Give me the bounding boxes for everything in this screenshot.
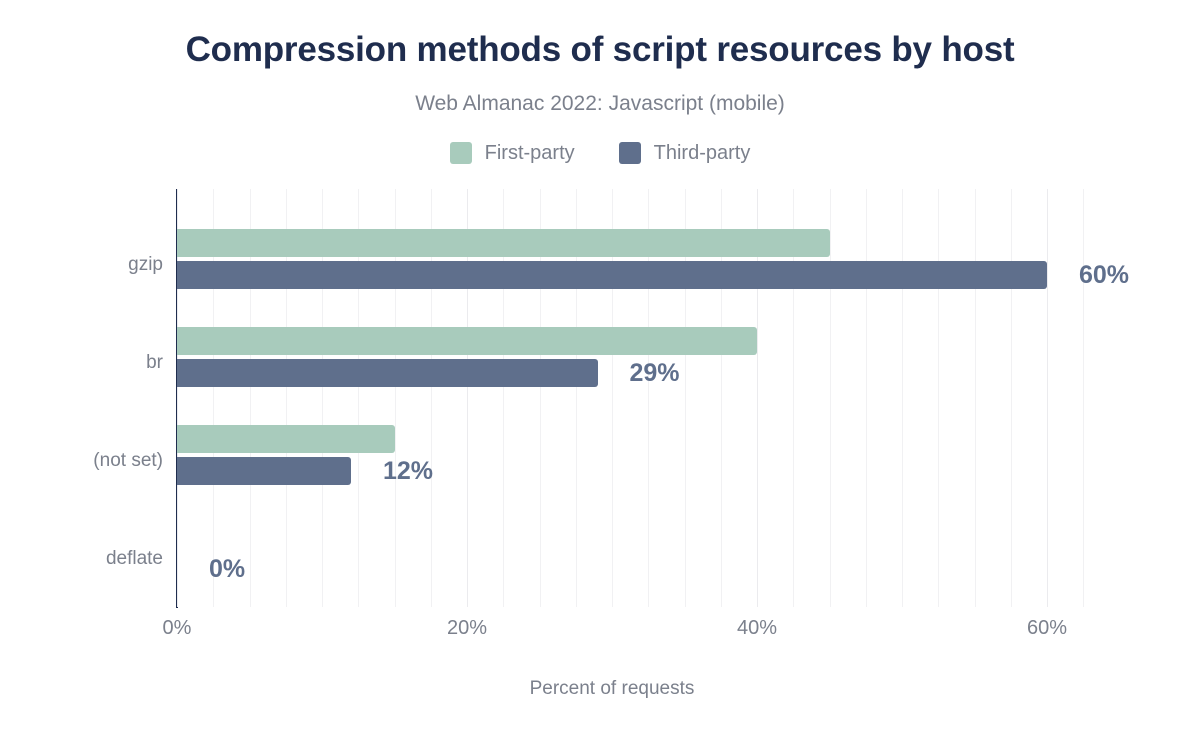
- gridline: [684, 189, 686, 607]
- bar-value-label: 60%: [1079, 260, 1130, 289]
- bar-third-party[interactable]: [177, 457, 351, 485]
- gridline: [829, 189, 831, 607]
- bar-first-party[interactable]: [177, 327, 757, 355]
- bar-group: 0%: [177, 523, 1100, 583]
- bar-value-label: 12%: [383, 456, 434, 485]
- legend-label-first-party: First-party: [484, 142, 575, 164]
- x-tick-label: 60%: [1026, 617, 1068, 639]
- y-tick-label-gzip: gzip: [128, 254, 163, 275]
- gridline: [938, 189, 940, 607]
- bar-third-party[interactable]: [177, 261, 1047, 289]
- gridline: [865, 189, 867, 607]
- y-tick-label-deflate: deflate: [105, 548, 163, 569]
- gridline: [612, 189, 613, 607]
- gridline: [177, 189, 178, 607]
- bar-first-party[interactable]: [177, 425, 395, 453]
- chart-title: Compression methods of script resources …: [185, 30, 1015, 69]
- gridline: [322, 189, 323, 607]
- bar-value-label: 0%: [209, 554, 246, 583]
- bar-group: 29%: [177, 327, 1100, 387]
- gridline: [902, 189, 903, 607]
- gridline: [213, 189, 215, 607]
- gridline: [974, 189, 976, 607]
- bar-groups: 60% 29% 12% 0%: [177, 189, 1129, 607]
- x-axis-title: Percent of requests: [529, 678, 695, 699]
- bar-first-party[interactable]: [177, 229, 830, 257]
- gridline: [394, 189, 396, 607]
- x-tick-label: 20%: [446, 617, 488, 639]
- gridline: [720, 189, 722, 607]
- gridline: [1047, 189, 1048, 607]
- bar-group: 60%: [177, 229, 1129, 289]
- y-tick-label-not-set: (not set): [93, 450, 163, 471]
- gridline: [1010, 189, 1012, 607]
- y-tick-label-br: br: [146, 352, 163, 373]
- legend-label-third-party: Third-party: [653, 142, 751, 164]
- gridline: [648, 189, 650, 607]
- gridline: [503, 189, 505, 607]
- gridline: [430, 189, 432, 607]
- gridline: [575, 189, 577, 607]
- gridline: [358, 189, 360, 607]
- gridline: [467, 189, 468, 607]
- gridline: [249, 189, 251, 607]
- chart-legend: First-party Third-party: [0, 142, 1200, 164]
- bar-group: 12%: [177, 425, 1100, 485]
- legend-item-first-party[interactable]: First-party: [449, 142, 575, 164]
- x-tick-label: 0%: [162, 617, 192, 639]
- legend-swatch-first-party: [449, 142, 472, 164]
- gridline: [793, 189, 795, 607]
- gridline: [1083, 189, 1085, 607]
- gridlines: [177, 189, 1100, 607]
- gridline: [757, 189, 758, 607]
- legend-item-third-party[interactable]: Third-party: [618, 142, 751, 164]
- x-tick-label: 40%: [736, 617, 778, 639]
- gridline: [285, 189, 287, 607]
- plot-area: 60% 29% 12% 0%: [177, 189, 1129, 607]
- gridline: [539, 189, 541, 607]
- legend-swatch-third-party: [618, 142, 641, 164]
- bar-value-label: 29%: [629, 358, 680, 387]
- bar-third-party[interactable]: [177, 359, 598, 387]
- chart-subtitle: Web Almanac 2022: Javascript (mobile): [415, 92, 785, 115]
